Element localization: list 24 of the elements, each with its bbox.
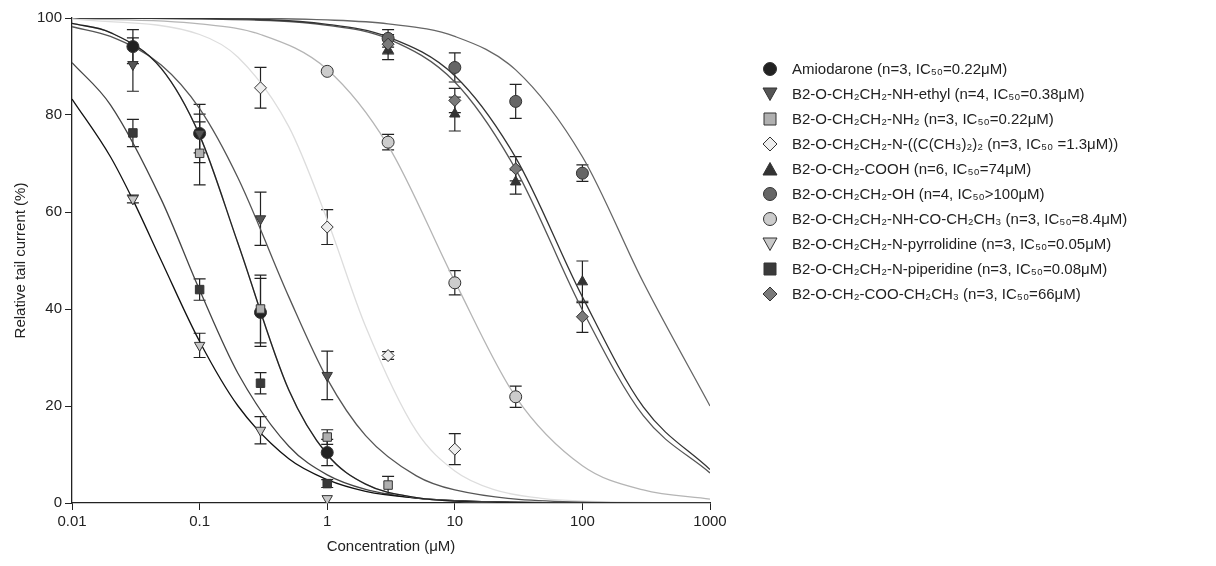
y-tick-label: 80 bbox=[45, 105, 63, 123]
x-tick-label: 100 bbox=[569, 512, 595, 530]
legend-label: B2-O-CH₂CH₂-N-pyrrolidine (n=3, IC₅₀=0.05μM) bbox=[792, 235, 1112, 253]
x-tick-label: 0.1 bbox=[189, 512, 211, 530]
legend-label: B2-O-CH₂CH₂-N-((C(CH₃)₂)₂ (n=3, IC₅₀ =1.3μM)) bbox=[792, 135, 1119, 153]
legend-label: B2-O-CH₂-COOH (n=6, IC₅₀=74μM) bbox=[792, 160, 1032, 178]
legend-label: B2-O-CH₂CH₂-N-piperidine (n=3, IC₅₀=0.08μM) bbox=[792, 260, 1108, 278]
x-tick-label: 0.01 bbox=[57, 512, 87, 530]
y-tick-label: 100 bbox=[37, 8, 63, 26]
x-tick-label: 10 bbox=[446, 512, 464, 530]
x-tick-label: 1000 bbox=[693, 512, 727, 530]
legend-label: B2-O-CH₂-COO-CH₂CH₃ (n=3, IC₅₀=66μM) bbox=[792, 285, 1081, 303]
y-tick-label: 20 bbox=[45, 396, 63, 414]
legend-label: Amiodarone (n=3, IC₅₀=0.22μM) bbox=[792, 60, 1008, 78]
legend-label: B2-O-CH₂CH₂-NH-CO-CH₂CH₃ (n=3, IC₅₀=8.4μM) bbox=[792, 210, 1128, 228]
x-tick-label: 1 bbox=[323, 512, 332, 530]
y-tick-label: 0 bbox=[53, 493, 63, 511]
legend-label: B2-O-CH₂CH₂-OH (n=4, IC₅₀>100μM) bbox=[792, 185, 1045, 203]
legend-label: B2-O-CH₂CH₂-NH₂ (n=3, IC₅₀=0.22μM) bbox=[792, 110, 1054, 128]
y-tick-label: 60 bbox=[45, 202, 63, 220]
x-axis-title: Concentration (μM) bbox=[326, 537, 456, 555]
y-tick-label: 40 bbox=[45, 299, 63, 317]
y-axis-title: Relative tail current (%) bbox=[11, 182, 29, 339]
legend-label: B2-O-CH₂CH₂-NH-ethyl (n=4, IC₅₀=0.38μM) bbox=[792, 85, 1085, 103]
